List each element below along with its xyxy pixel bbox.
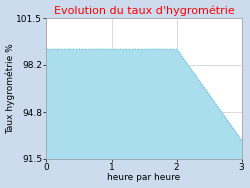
Y-axis label: Taux hygrométrie %: Taux hygrométrie % bbox=[6, 43, 15, 134]
Title: Evolution du taux d'hygrométrie: Evolution du taux d'hygrométrie bbox=[54, 6, 234, 16]
X-axis label: heure par heure: heure par heure bbox=[108, 174, 181, 182]
